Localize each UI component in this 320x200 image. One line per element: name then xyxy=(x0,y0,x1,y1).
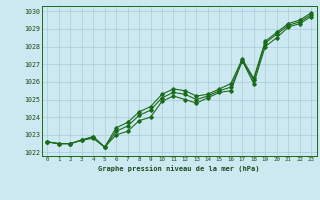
X-axis label: Graphe pression niveau de la mer (hPa): Graphe pression niveau de la mer (hPa) xyxy=(99,165,260,172)
